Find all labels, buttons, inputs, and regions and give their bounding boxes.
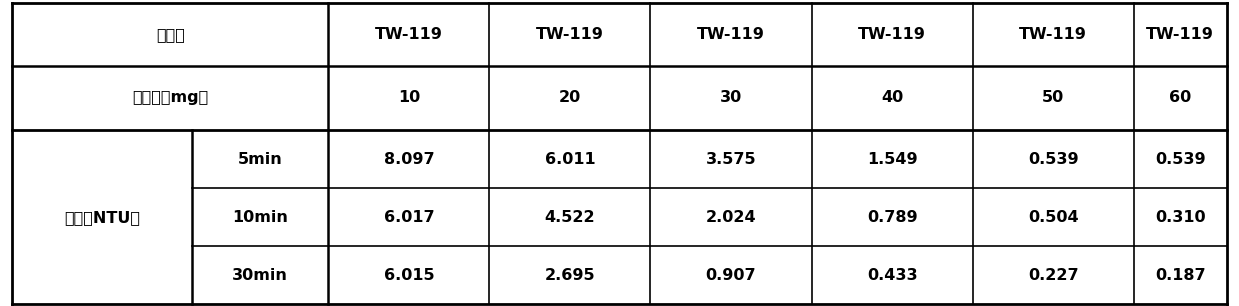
Text: 0.227: 0.227 <box>1028 268 1078 283</box>
Text: 0.539: 0.539 <box>1028 151 1078 167</box>
Text: TW-119: TW-119 <box>1146 27 1214 42</box>
Text: 加药量（mg）: 加药量（mg） <box>133 90 208 106</box>
Text: TW-119: TW-119 <box>536 27 603 42</box>
Text: 2.695: 2.695 <box>545 268 595 283</box>
Text: 6.015: 6.015 <box>384 268 434 283</box>
Text: 20: 20 <box>559 90 581 106</box>
Text: 0.433: 0.433 <box>867 268 917 283</box>
Text: TW-119: TW-119 <box>698 27 764 42</box>
Text: 0.187: 0.187 <box>1155 268 1206 283</box>
Text: 2.024: 2.024 <box>706 210 756 225</box>
Text: 0.789: 0.789 <box>867 210 917 225</box>
Text: 5min: 5min <box>238 151 282 167</box>
Text: 1.549: 1.549 <box>867 151 917 167</box>
Text: 6.011: 6.011 <box>545 151 595 167</box>
Text: 4.522: 4.522 <box>545 210 595 225</box>
Text: 0.310: 0.310 <box>1155 210 1206 225</box>
Text: TW-119: TW-119 <box>375 27 442 42</box>
Text: 6.017: 6.017 <box>384 210 434 225</box>
Text: 30min: 30min <box>232 268 289 283</box>
Text: 50: 50 <box>1042 90 1064 106</box>
Text: 10: 10 <box>398 90 420 106</box>
Text: TW-119: TW-119 <box>859 27 926 42</box>
Text: 余浊（NTU）: 余浊（NTU） <box>64 210 140 225</box>
Text: 絮凝剂: 絮凝剂 <box>156 27 185 42</box>
Text: 30: 30 <box>720 90 742 106</box>
Text: 0.504: 0.504 <box>1028 210 1078 225</box>
Text: 3.575: 3.575 <box>706 151 756 167</box>
Text: 60: 60 <box>1170 90 1191 106</box>
Text: 0.539: 0.539 <box>1155 151 1206 167</box>
Text: 8.097: 8.097 <box>384 151 434 167</box>
Text: 40: 40 <box>881 90 903 106</box>
Text: TW-119: TW-119 <box>1020 27 1087 42</box>
Text: 0.907: 0.907 <box>706 268 756 283</box>
Text: 10min: 10min <box>232 210 289 225</box>
